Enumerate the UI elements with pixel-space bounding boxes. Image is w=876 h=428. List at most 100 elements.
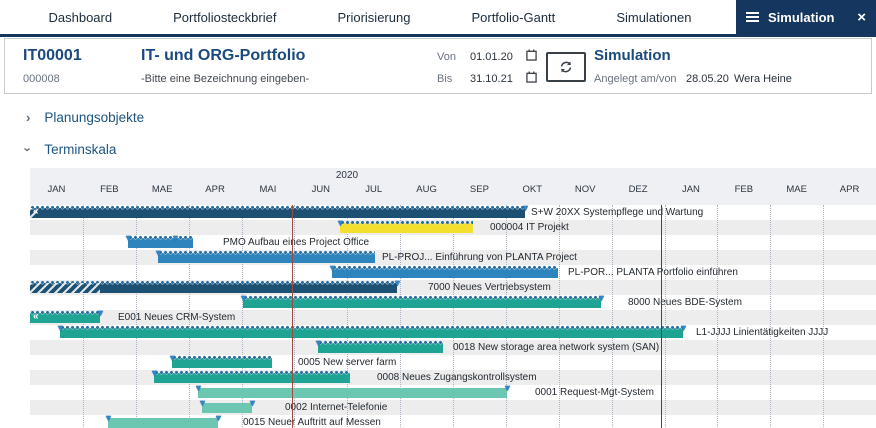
month-gridline [823,205,825,428]
month-gridline [505,205,507,428]
created-label: Angelegt am/von [594,73,677,85]
milestone-triangle-icon: ▼ [154,248,163,258]
milestone-triangle-icon: ▼ [194,383,203,393]
milestone-triangle-icon: ▼ [171,233,180,243]
gantt-bar[interactable] [243,295,601,308]
close-icon[interactable]: × [857,8,866,26]
gantt-bar[interactable]: « [30,205,525,218]
gantt-bar-label: PL-PROJ... Einführung von PLANTA Project [382,252,577,263]
gantt-row: ▼ PL-PROJ... Einführung von PLANTA Projec… [30,248,876,265]
milestone-triangle-icon: ▼ [168,353,177,363]
gantt-row: ▼ ▼ 0015 Neuer Auftritt auf Messen [30,413,876,428]
nav-items: Dashboard Portfoliosteckbrief Priorisier… [0,0,736,34]
month-gridline [453,205,454,428]
nav-item-portfolio-gantt[interactable]: Portfolio-Gantt [471,9,556,25]
section-planungsobjekte-label: Planungsobjekte [44,110,145,125]
gantt-row: ▼ 7000 Neues Vertriebsystem [30,279,876,295]
calendar-icon[interactable] [526,71,537,83]
refresh-button[interactable] [546,52,586,82]
month-label-1: JAN [47,184,66,195]
month-label-10: OKT [522,184,543,195]
gantt-bar[interactable] [172,355,272,368]
tab-simulation[interactable]: Simulation × [736,0,876,34]
month-gridline [770,205,772,428]
month-label-13: JAN [681,184,700,195]
year-boundary-line [661,205,662,428]
gantt-row: ▼ ▼ 8000 Neues BDE-System [30,293,876,310]
gantt-bar[interactable] [128,235,193,248]
month-label-4: APR [205,184,225,195]
tab-simulation-label: Simulation [768,9,835,25]
month-gridline [188,205,190,428]
milestone-triangle-icon: ▼ [150,368,159,378]
milestone-triangle-icon: ▼ [597,293,606,303]
gantt-bar[interactable] [332,265,558,278]
gantt-bar-label: PMO Aufbau eines Project Office [223,237,370,248]
calendar-icon[interactable] [526,49,537,61]
gantt-timescale-header: 2020 JAN FEB MAE APR MAI JUN JUL AUG SEP OKT NOV DE… [30,168,876,205]
gantt-bar[interactable] [158,250,375,263]
month-gridline [558,205,560,428]
nav-item-simulationen[interactable]: Simulationen [616,9,692,25]
schedule-dots [318,340,443,345]
gantt-bar[interactable] [198,388,507,398]
gantt-bar-label: 0002 Internet-Telefonie [285,402,388,413]
month-gridline [294,205,296,428]
month-label-6: JUN [311,184,331,195]
schedule-dots [30,310,100,315]
milestone-triangle-icon: ▼ [198,398,207,408]
nav-item-dashboard[interactable]: Dashboard [48,9,113,25]
today-line [292,205,293,428]
chevron-down-icon: › [20,147,36,152]
gantt-bar[interactable] [340,220,473,233]
gantt-bar[interactable]: « [30,310,100,323]
gantt-row: ▼ 000004 IT Projekt [30,219,876,235]
gantt-bar[interactable] [154,370,350,383]
schedule-dots [332,265,558,270]
created-by: Wera Heine [734,73,792,85]
milestone-triangle-icon: ▼ [503,383,512,393]
month-label-15: MAE [786,184,807,195]
gantt-bar-label: 7000 Neues Vertriebsystem [428,282,551,293]
gantt-bar[interactable] [202,403,252,413]
portfolio-code: 000008 [23,73,60,85]
gantt-bar-label: S+W 20XX Systempflege und Wartung [531,207,704,218]
portfolio-header-card: IT00001 000008 IT- und ORG-Portfolio -Bi… [4,38,872,94]
top-navigation: Dashboard Portfoliosteckbrief Priorisier… [0,0,876,37]
gantt-bar[interactable] [60,325,683,338]
milestone-triangle-icon: ▼ [214,413,223,423]
month-gridline [241,205,243,428]
month-gridline [611,205,613,428]
gantt-row: ▼ 0018 New storage area network system (S… [30,339,876,355]
von-date-field[interactable]: 01.01.20 [470,51,513,63]
schedule-dots [172,355,272,360]
gantt-row: ▼ PL-POR... PLANTA Portfolio einführen [30,264,876,280]
month-label-9: SEP [469,184,489,195]
month-label-16: APR [839,184,860,195]
milestone-triangle-icon: ▼ [248,398,257,408]
portfolio-subtitle[interactable]: -Bitte eine Bezeichnung eingeben- [141,73,310,85]
section-terminskala-label: Terminskala [44,142,117,157]
gantt-bar-label: 0015 Neuer Auftritt auf Messen [243,417,381,428]
gantt-bar-label: E001 Neues CRM-System [118,312,236,323]
gantt-row: ▼ ▼ L1-JJJJ Linientätigkeiten JJJJ [30,323,876,340]
month-label-8: AUG [416,184,437,195]
menu-icon[interactable] [746,12,759,22]
gantt-bar[interactable] [318,340,443,353]
gantt-bar[interactable] [108,418,218,428]
milestone-triangle-icon: ▼ [521,205,530,213]
nav-item-portfoliosteckbrief[interactable]: Portfoliosteckbrief [173,9,277,25]
month-label-5: MAI [259,184,277,195]
bis-date-field[interactable]: 31.10.21 [470,73,513,85]
section-terminskala[interactable]: › Terminskala [0,142,876,157]
nav-item-priorisierung[interactable]: Priorisierung [337,9,411,25]
milestone-triangle-icon: ▼ [679,323,688,333]
gantt-year-label: 2020 [335,170,359,181]
schedule-dots [243,295,601,300]
gantt-bar[interactable] [30,280,397,293]
refresh-icon [560,61,572,73]
gantt-bar-label: PL-POR... PLANTA Portfolio einführen [568,267,738,278]
created-date: 28.05.20 [686,73,729,85]
section-planungsobjekte[interactable]: › Planungsobjekte [0,110,876,125]
schedule-dots [340,220,473,225]
